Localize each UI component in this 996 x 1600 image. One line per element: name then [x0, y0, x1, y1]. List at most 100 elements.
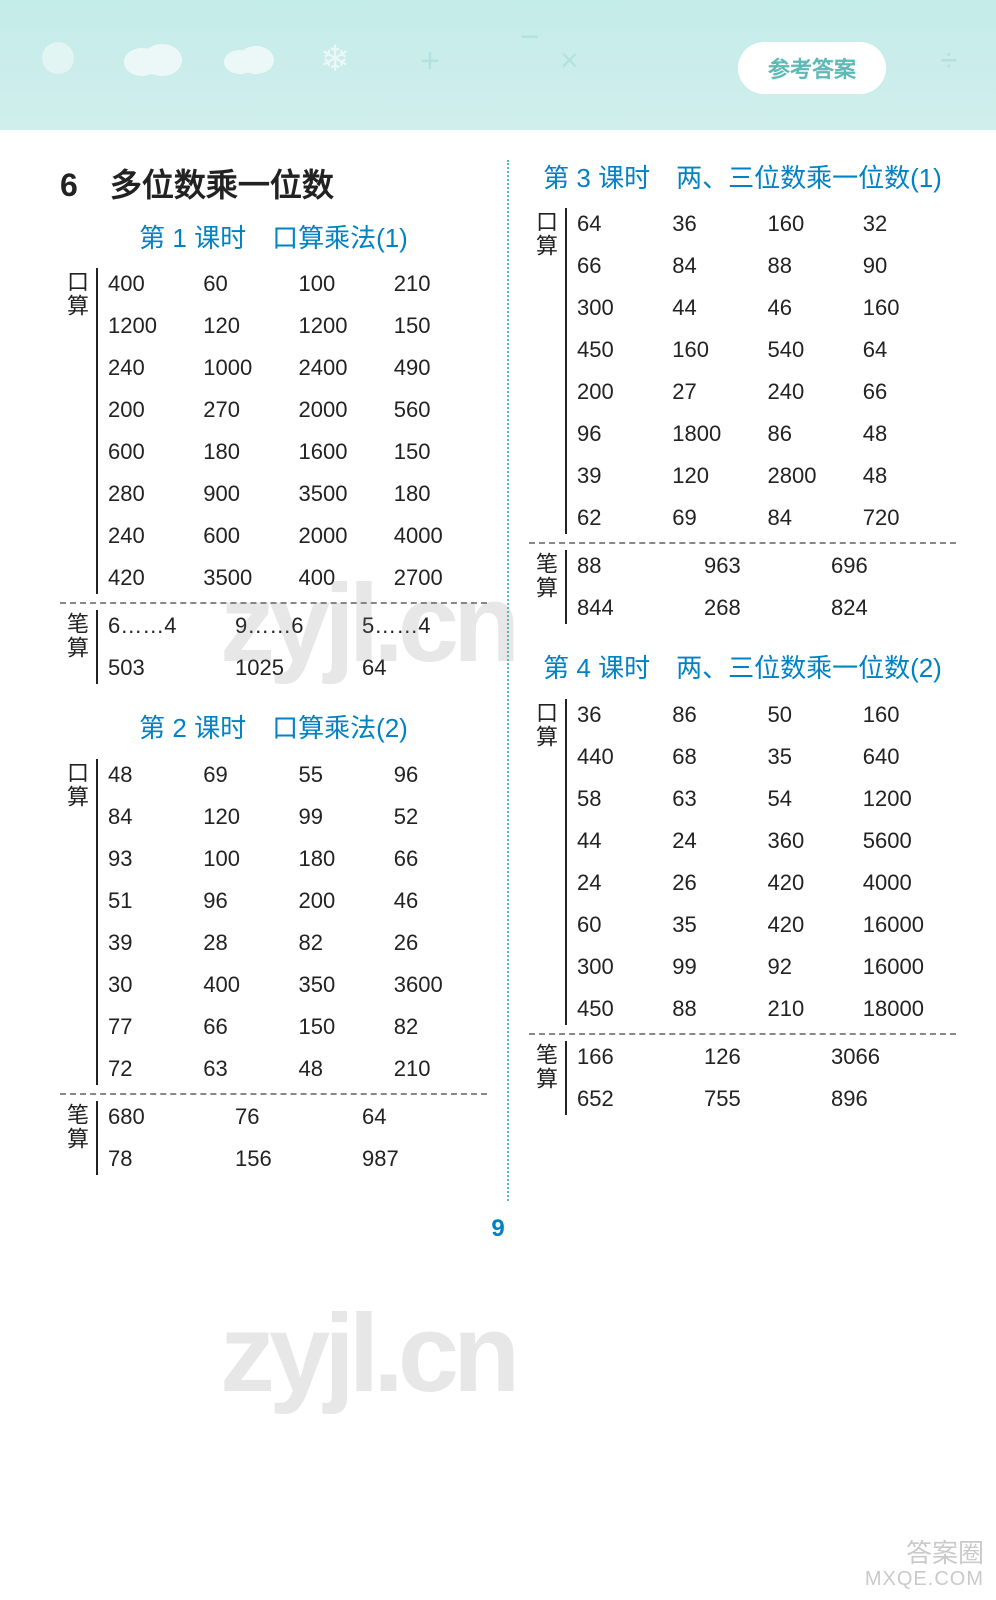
kousuan-grid: 4006010021012001201200150240100024004902… [106, 268, 487, 594]
data-cell: 160 [670, 334, 765, 366]
bisuan-section: 笔算 1661263066652755896 [529, 1033, 956, 1115]
data-cell: 100 [297, 268, 392, 300]
data-cell: 560 [392, 394, 487, 426]
data-cell: 3500 [297, 478, 392, 510]
data-cell: 3500 [201, 562, 296, 594]
data-cell: 240 [106, 352, 201, 384]
data-cell: 420 [766, 909, 861, 941]
kousuan-label: 口算 [60, 759, 98, 1085]
data-cell: 68 [670, 741, 765, 773]
kousuan-section: 口算 4869559684120995293100180665196200463… [60, 759, 487, 1085]
data-cell: 156 [233, 1143, 360, 1175]
data-cell: 86 [766, 418, 861, 450]
data-cell: 120 [201, 310, 296, 342]
data-cell: 755 [702, 1083, 829, 1115]
data-cell: 72 [106, 1053, 201, 1085]
data-cell: 48 [861, 418, 956, 450]
data-cell: 2800 [766, 460, 861, 492]
data-cell: 420 [106, 562, 201, 594]
bisuan-section: 笔算 680766478156987 [60, 1093, 487, 1175]
kousuan-grid: 6436160326684889030044461604501605406420… [575, 208, 956, 534]
data-cell: 36 [575, 699, 670, 731]
data-cell: 400 [106, 268, 201, 300]
data-cell: 96 [575, 418, 670, 450]
column-divider [507, 160, 509, 1201]
data-cell: 82 [392, 1011, 487, 1043]
data-cell: 60 [575, 909, 670, 941]
bisuan-label: 笔算 [529, 550, 567, 624]
data-cell: 900 [201, 478, 296, 510]
data-cell: 50 [766, 699, 861, 731]
data-cell: 503 [106, 652, 233, 684]
data-cell: 360 [766, 825, 861, 857]
bisuan-section: 笔算 6……49……65……4503102564 [60, 602, 487, 684]
data-cell: 39 [106, 927, 201, 959]
data-cell: 210 [392, 268, 487, 300]
minus-icon: − [520, 18, 540, 57]
data-cell: 51 [106, 885, 201, 917]
data-cell: 46 [392, 885, 487, 917]
kousuan-grid: 4869559684120995293100180665196200463928… [106, 759, 487, 1085]
data-cell: 24 [670, 825, 765, 857]
data-cell: 240 [766, 376, 861, 408]
data-cell: 2000 [297, 520, 392, 552]
kousuan-grid: 3686501604406835640586354120044243605600… [575, 699, 956, 1025]
data-cell: 490 [392, 352, 487, 384]
data-cell: 86 [670, 699, 765, 731]
circle-icon [40, 40, 76, 76]
answer-key-badge: 参考答案 [738, 42, 886, 94]
data-cell: 1200 [861, 783, 956, 815]
data-cell: 16000 [861, 909, 956, 941]
left-column: 6 多位数乘一位数 第 1 课时 口算乘法(1) 口算 400601002101… [60, 160, 487, 1201]
lesson-title: 第 2 课时 口算乘法(2) [60, 710, 487, 746]
data-cell: 824 [829, 592, 956, 624]
data-cell: 987 [360, 1143, 487, 1175]
data-cell: 66 [861, 376, 956, 408]
kousuan-label: 口算 [529, 699, 567, 1025]
bisuan-label: 笔算 [60, 1101, 98, 1175]
data-cell: 99 [297, 801, 392, 833]
data-cell: 62 [575, 502, 670, 534]
page-number: 9 [0, 1215, 996, 1243]
data-cell: 3066 [829, 1041, 956, 1073]
data-cell: 600 [201, 520, 296, 552]
data-cell: 1200 [297, 310, 392, 342]
data-cell: 46 [766, 292, 861, 324]
data-cell: 64 [360, 1101, 487, 1133]
data-cell: 210 [392, 1053, 487, 1085]
data-cell: 680 [106, 1101, 233, 1133]
lesson-title: 第 4 课时 两、三位数乘一位数(2) [529, 650, 956, 686]
chapter-title: 6 多位数乘一位数 [60, 160, 487, 206]
bisuan-label: 笔算 [60, 610, 98, 684]
data-cell: 64 [861, 334, 956, 366]
data-cell: 400 [297, 562, 392, 594]
data-cell: 240 [106, 520, 201, 552]
data-cell: 76 [233, 1101, 360, 1133]
data-cell: 270 [201, 394, 296, 426]
data-cell: 36 [670, 208, 765, 240]
data-cell: 96 [201, 885, 296, 917]
divide-icon: ÷ [940, 42, 958, 79]
lesson-2: 第 2 课时 口算乘法(2) 口算 4869559684120995293100… [60, 710, 487, 1174]
data-cell: 420 [766, 867, 861, 899]
chapter-number: 6 [60, 167, 78, 203]
bisuan-label: 笔算 [529, 1041, 567, 1115]
lesson-title: 第 1 课时 口算乘法(1) [60, 220, 487, 256]
data-cell: 160 [861, 699, 956, 731]
data-cell: 1200 [106, 310, 201, 342]
data-cell: 82 [297, 927, 392, 959]
data-cell: 3600 [392, 969, 487, 1001]
data-cell: 55 [297, 759, 392, 791]
data-cell: 84 [766, 502, 861, 534]
data-cell: 896 [829, 1083, 956, 1115]
data-cell: 66 [201, 1011, 296, 1043]
data-cell: 126 [702, 1041, 829, 1073]
data-cell: 84 [670, 250, 765, 282]
lesson-4: 第 4 课时 两、三位数乘一位数(2) 口算 36865016044068356… [529, 650, 956, 1114]
data-cell: 44 [575, 825, 670, 857]
data-cell: 39 [575, 460, 670, 492]
data-cell: 6……4 [106, 610, 233, 642]
data-cell: 5……4 [360, 610, 487, 642]
kousuan-section: 口算 4006010021012001201200150240100024004… [60, 268, 487, 594]
data-cell: 99 [670, 951, 765, 983]
